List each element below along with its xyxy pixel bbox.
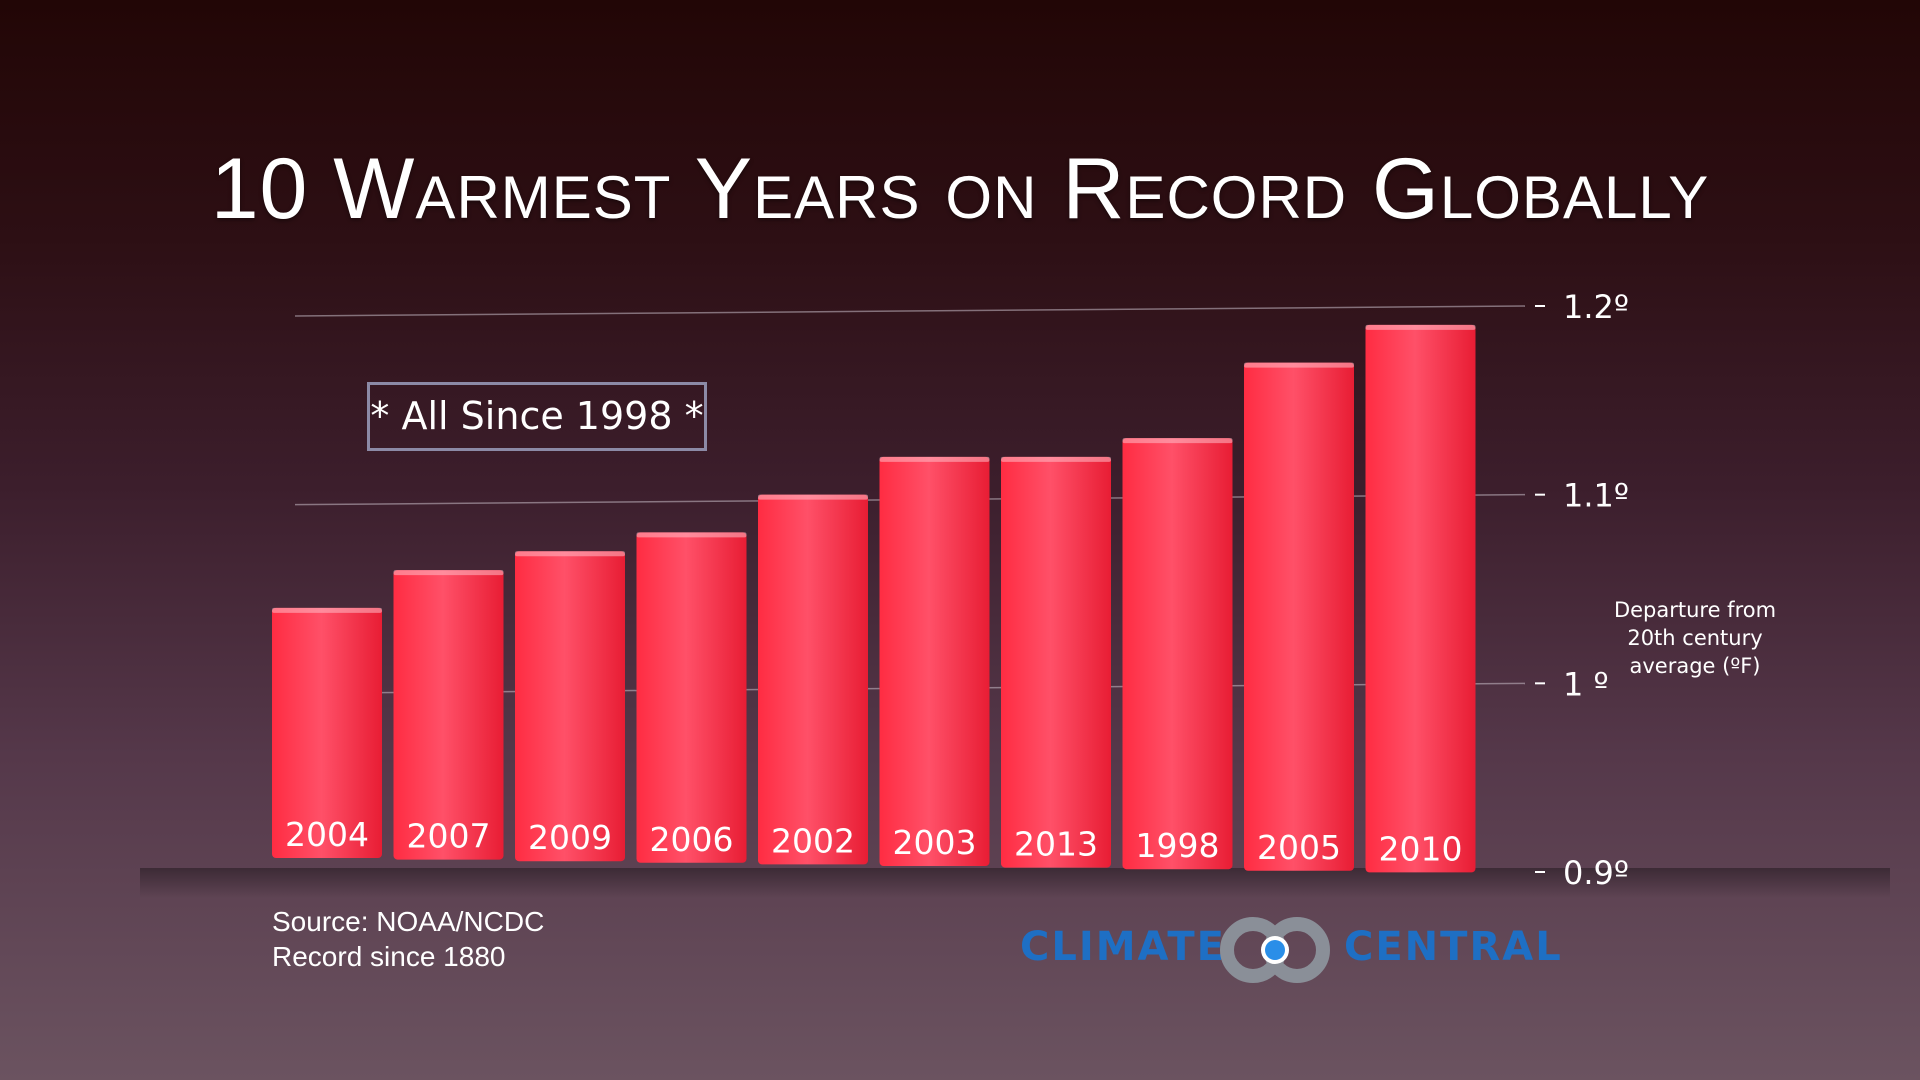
- bar-year-label: 2004: [285, 815, 369, 854]
- bar-2005: 2005: [1244, 362, 1354, 871]
- bar-year-label: 2002: [771, 821, 855, 860]
- bar-rect: [1244, 362, 1354, 871]
- climate-central-logo: CLIMATE CENTRAL: [1010, 910, 1570, 990]
- bar-top-highlight: [1244, 362, 1354, 368]
- bar-rect: [636, 532, 747, 863]
- y-tick-label: 1.1º: [1563, 477, 1629, 515]
- bar-year-label: 2005: [1257, 828, 1341, 867]
- bar-top-highlight: [758, 494, 868, 500]
- bar-year-label: 2010: [1379, 829, 1463, 868]
- bar-rect: [272, 607, 382, 858]
- source-text: Source: NOAA/NCDC: [272, 906, 545, 937]
- gridline: [294, 305, 1526, 317]
- bar-2006: 2006: [636, 532, 747, 863]
- logo-word-left: CLIMATE: [1020, 924, 1226, 970]
- bar-year-label: 2009: [528, 818, 612, 857]
- bar-year-label: 1998: [1136, 826, 1220, 865]
- bar-top-highlight: [636, 532, 747, 538]
- bar-rect: [1122, 438, 1233, 870]
- bar-2007: 2007: [393, 570, 504, 860]
- bar-top-highlight: [1365, 324, 1476, 330]
- bar-rect: [1365, 324, 1476, 873]
- bar-rect: [758, 494, 868, 865]
- annotation-box: * All Since 1998 *: [367, 382, 707, 451]
- bar-2010: 2010: [1365, 324, 1476, 873]
- bar-rect: [879, 456, 990, 866]
- climate-central-logo-mark-icon: [1220, 917, 1330, 983]
- y-tick-label: 1.2º: [1563, 288, 1629, 326]
- bar-2002: 2002: [758, 494, 868, 865]
- y-tick-label: 1 º: [1563, 665, 1609, 703]
- bar-top-highlight: [393, 570, 504, 576]
- bar-2009: 2009: [515, 551, 625, 862]
- bar-2013: 2013: [1001, 456, 1111, 868]
- record-text: Record since 1880: [272, 941, 506, 972]
- bar-top-highlight: [1001, 456, 1111, 462]
- bar-rect: [393, 570, 504, 860]
- bar-1998: 1998: [1122, 438, 1233, 870]
- bar-year-label: 2007: [407, 817, 491, 856]
- bar-rect: [1001, 456, 1111, 868]
- bar-2004: 2004: [272, 607, 382, 858]
- chart-title: 10 Warmest Years on Record Globally: [210, 141, 1710, 237]
- bar-year-label: 2013: [1014, 825, 1098, 864]
- bar-top-highlight: [879, 456, 990, 462]
- bar-top-highlight: [515, 551, 625, 557]
- bar-year-label: 2003: [893, 823, 977, 862]
- bar-2003: 2003: [879, 456, 990, 866]
- y-tick-label: 0.9º: [1563, 854, 1629, 892]
- floor-shadow: [140, 868, 1890, 898]
- bar-rect: [515, 551, 625, 862]
- bar-top-highlight: [1122, 438, 1233, 444]
- bar-year-label: 2006: [650, 820, 734, 859]
- bar-top-highlight: [272, 607, 382, 613]
- logo-word-right: CENTRAL: [1344, 924, 1563, 970]
- y-axis-label: Departure from 20th century average (ºF): [1613, 598, 1777, 678]
